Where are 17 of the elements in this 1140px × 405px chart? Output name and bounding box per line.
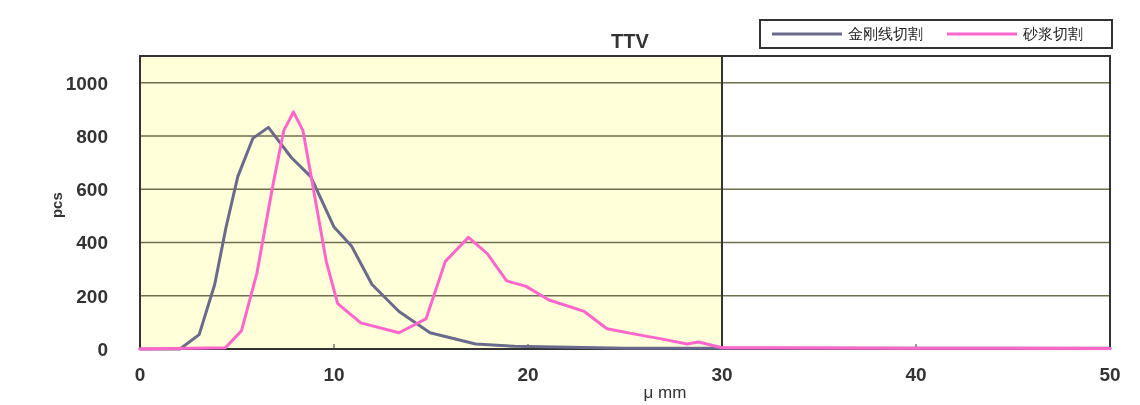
y-tick-label: 400 [76,232,108,254]
x-tick-label: 0 [134,364,146,385]
legend-label: 砂浆切割 [1022,25,1083,42]
x-tick-label: 50 [1099,364,1121,385]
chart-title: TTV [611,30,650,52]
y-tick-label: 800 [76,125,108,147]
x-tick-label: 20 [517,364,539,385]
x-axis-title: μ mm [643,383,687,402]
y-tick-label: 200 [76,285,108,307]
y-axis-title: pcs [48,192,65,219]
y-tick-label: 600 [76,179,108,201]
x-tick-label: 30 [711,364,733,385]
x-tick-label: 10 [323,364,345,385]
legend-label: 金刚线切割 [848,25,923,42]
y-tick-label: 1000 [65,72,108,94]
y-tick-label: 0 [97,339,108,360]
x-tick-label: 40 [905,364,927,385]
